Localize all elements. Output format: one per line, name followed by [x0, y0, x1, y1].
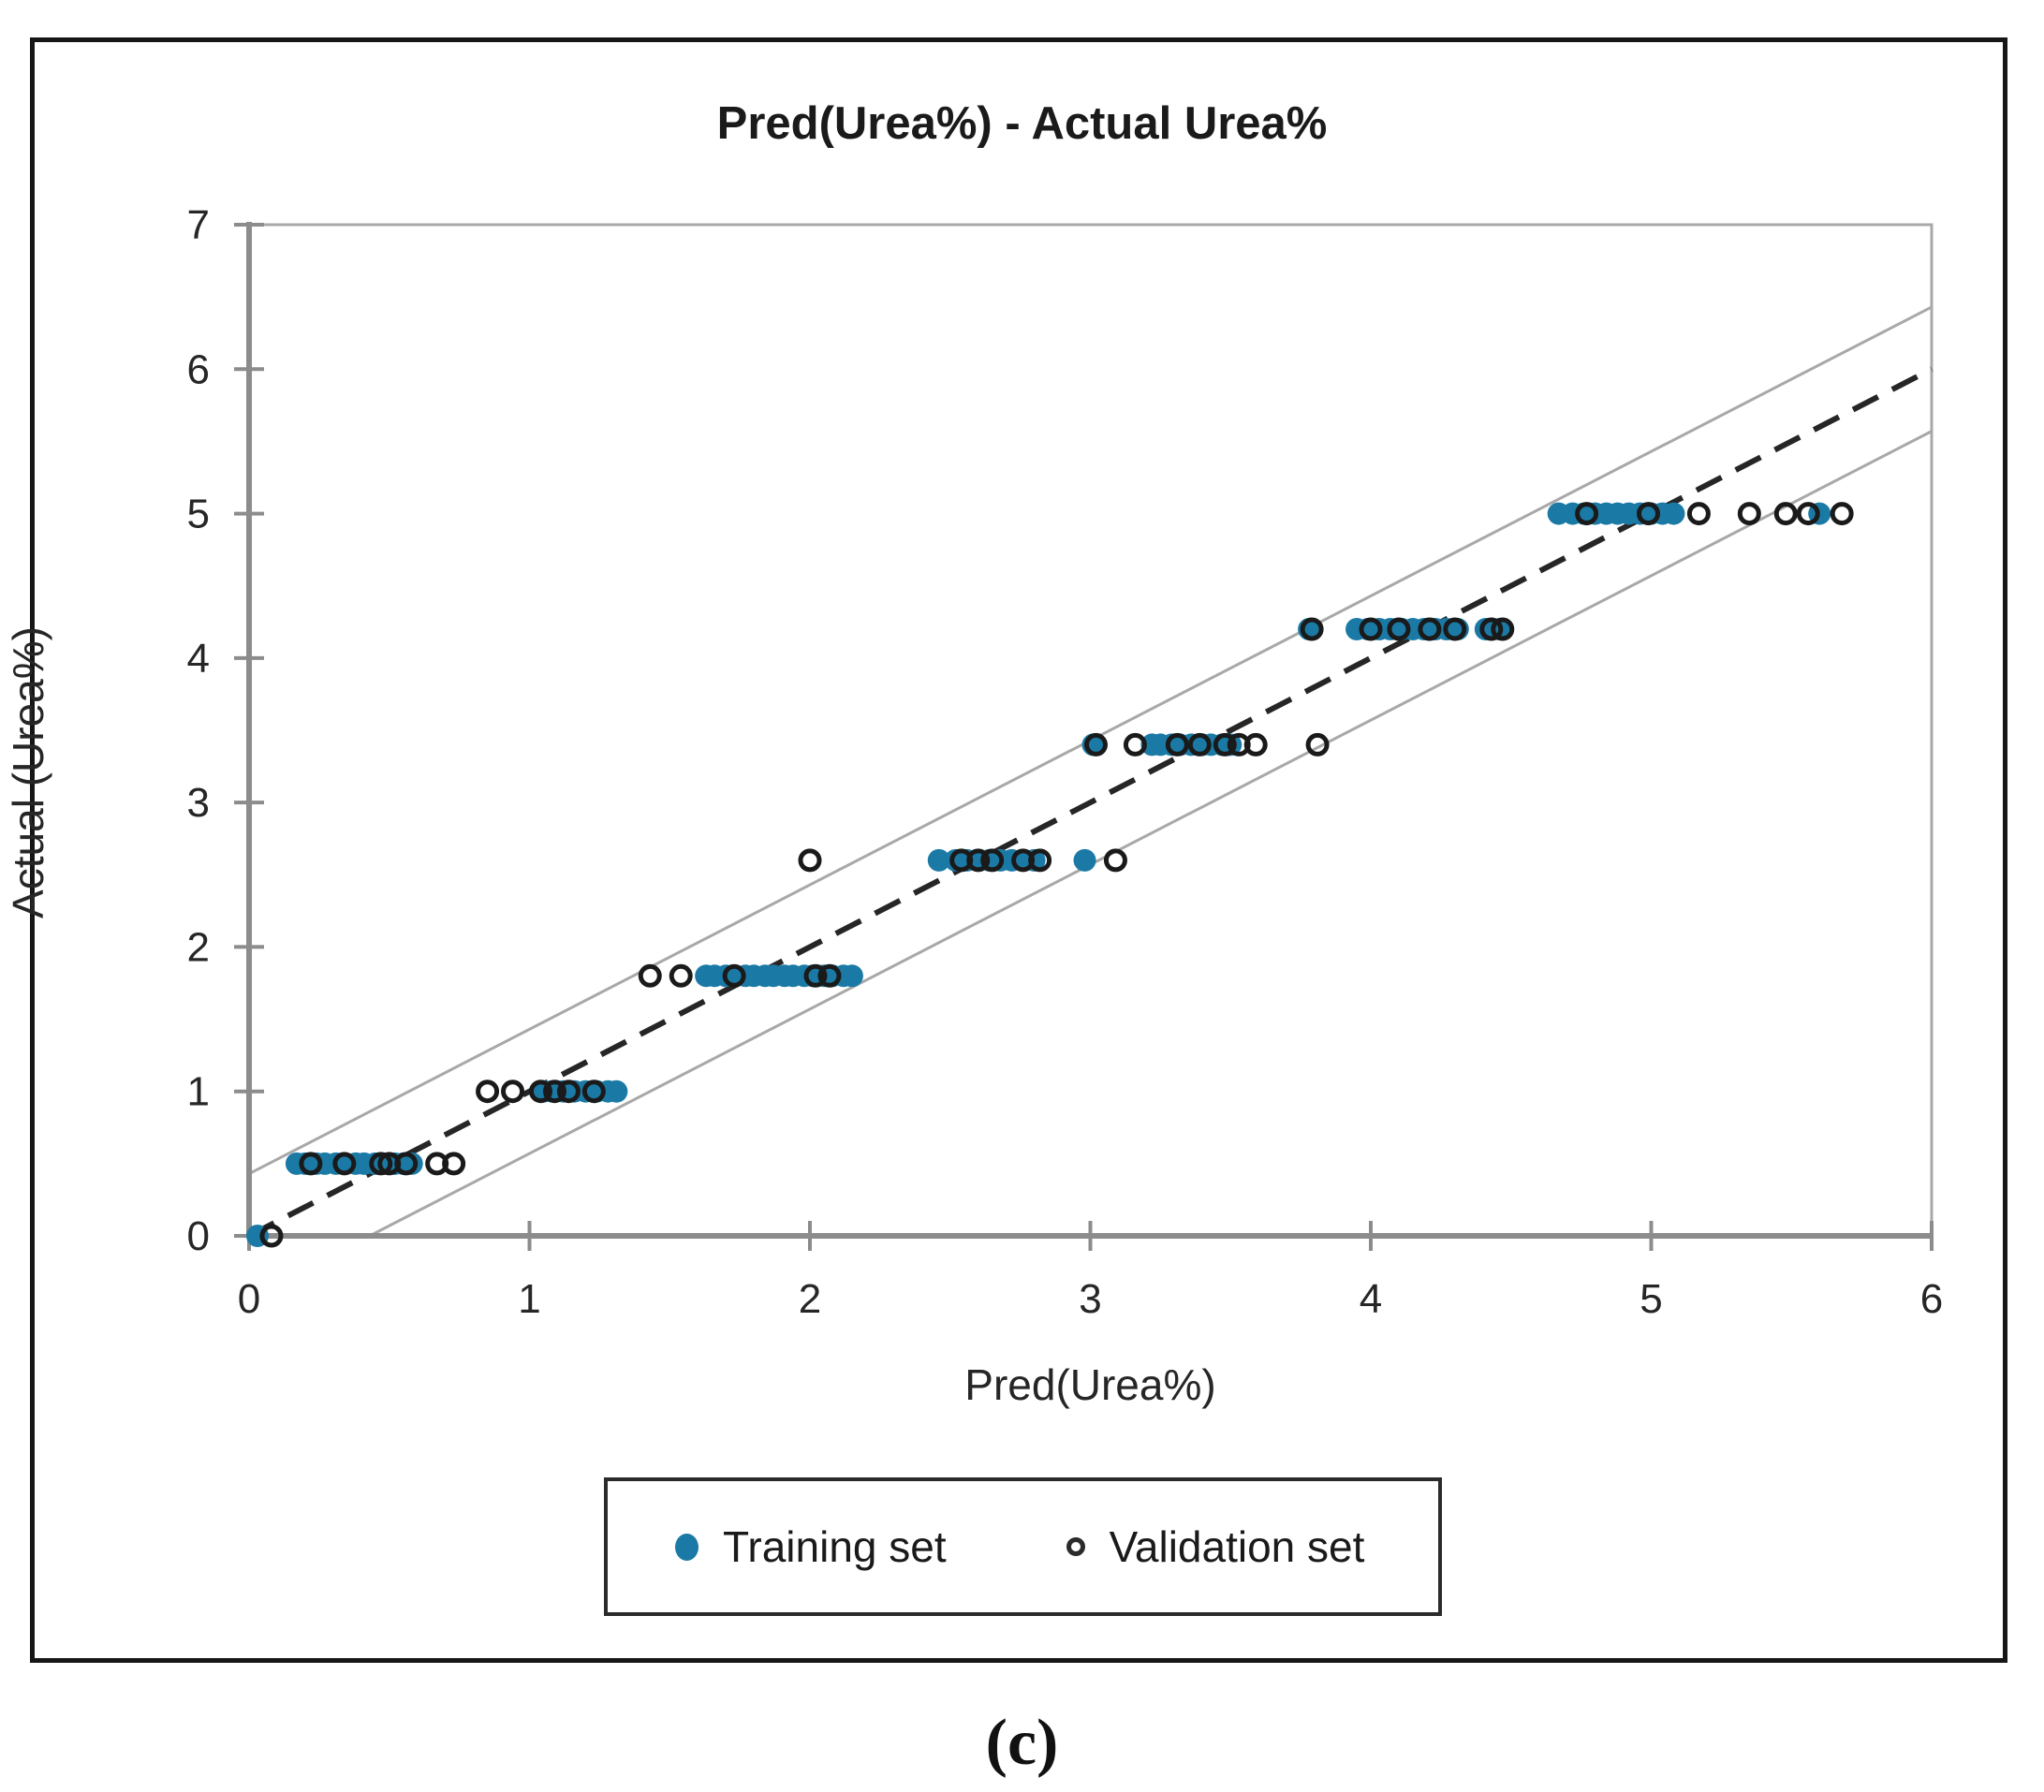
validation-point: [817, 963, 842, 988]
validation-point: [332, 1152, 357, 1176]
legend-label-training: Training set: [723, 1522, 947, 1571]
validation-point: [1103, 848, 1127, 873]
validation-point: [528, 1080, 552, 1104]
x-tick-label: 5: [1640, 1276, 1662, 1322]
validation-point: [1213, 732, 1237, 756]
validation-point: [1300, 617, 1324, 641]
y-tick-label: 7: [187, 202, 210, 248]
legend-item-training: Training set: [675, 1521, 947, 1572]
validation-point: [1305, 732, 1330, 756]
training-point: [1662, 502, 1685, 525]
validation-point: [259, 1224, 284, 1248]
y-tick-label: 4: [187, 636, 210, 682]
validation-point: [1028, 848, 1052, 873]
validation-point: [1796, 502, 1820, 526]
validation-point: [966, 848, 991, 873]
chart-title: Pred(Urea%) - Actual Urea%: [716, 98, 1328, 149]
training-point: [1073, 848, 1096, 872]
x-tick-label: 4: [1360, 1276, 1382, 1322]
lower-band-line: [369, 430, 1933, 1238]
validation-point: [638, 963, 662, 988]
x-tick-label: 1: [518, 1276, 540, 1322]
x-tick-label: 2: [799, 1276, 821, 1322]
x-tick-label: 6: [1920, 1276, 1943, 1322]
validation-point: [669, 963, 693, 988]
validation-point: [1575, 502, 1599, 526]
training-marker-icon: [675, 1533, 698, 1561]
training-point: [840, 964, 863, 988]
validation-point: [1686, 502, 1711, 526]
validation-point: [722, 963, 746, 988]
validation-point: [1737, 502, 1761, 526]
validation-point: [1491, 617, 1515, 641]
y-tick-label: 5: [187, 492, 210, 537]
validation-point: [1479, 617, 1504, 641]
validation-marker-icon: [1066, 1537, 1085, 1556]
training-point: [400, 1152, 423, 1175]
x-axis-label: Pred(Urea%): [964, 1360, 1216, 1409]
validation-point: [1243, 732, 1268, 756]
validation-point: [1637, 502, 1661, 526]
validation-point: [556, 1080, 581, 1104]
legend-item-validation: Validation set: [1066, 1521, 1365, 1572]
validation-point: [1165, 732, 1189, 756]
validation-point: [1830, 502, 1854, 526]
training-point: [927, 848, 950, 872]
validation-point: [394, 1152, 419, 1176]
validation-point: [1387, 617, 1411, 641]
training-point: [605, 1080, 628, 1103]
validation-point: [369, 1152, 393, 1176]
y-tick-label: 2: [187, 924, 210, 970]
y-tick-label: 1: [187, 1069, 210, 1115]
validation-point: [980, 848, 1005, 873]
validation-point: [798, 848, 822, 873]
y-tick-label: 3: [187, 780, 210, 826]
plot-frame: [247, 223, 1934, 1238]
validation-point: [803, 963, 828, 988]
validation-point: [299, 1152, 323, 1176]
chart-legend: Training set Validation set: [604, 1477, 1442, 1616]
y-tick-label: 6: [187, 346, 210, 392]
validation-point: [442, 1152, 466, 1176]
validation-point: [501, 1080, 525, 1104]
validation-point: [1083, 732, 1108, 756]
y-axis-label: Actual (Urea%): [4, 626, 52, 918]
validation-point: [1418, 617, 1442, 641]
validation-point: [476, 1080, 500, 1104]
x-tick-label: 3: [1079, 1276, 1101, 1322]
validation-point: [1359, 617, 1383, 641]
validation-point: [1187, 732, 1212, 756]
legend-label-validation: Validation set: [1109, 1522, 1365, 1571]
validation-point: [1123, 732, 1147, 756]
y-tick-label: 0: [187, 1213, 210, 1259]
validation-point: [1443, 617, 1467, 641]
figure-caption: (c): [985, 1707, 1059, 1779]
validation-point: [581, 1080, 606, 1104]
validation-point: [542, 1080, 566, 1104]
identity-line: [247, 366, 1934, 1239]
validation-point: [1773, 502, 1798, 526]
x-tick-label: 0: [238, 1276, 260, 1322]
